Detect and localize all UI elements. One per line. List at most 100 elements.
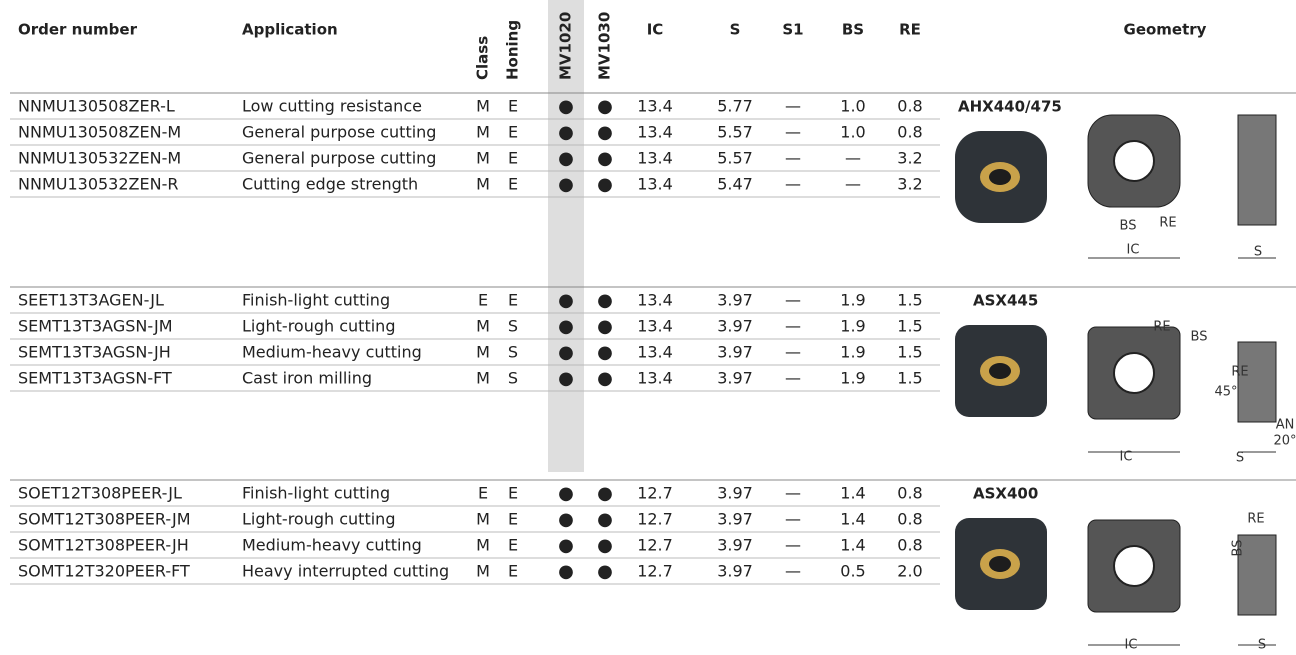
cell: 1.9 — [840, 317, 865, 336]
cell: 1.5 — [897, 291, 922, 310]
cell: 3.97 — [717, 562, 753, 581]
cell: — — [785, 317, 801, 336]
cell: ● — [558, 535, 574, 556]
cell: — — [845, 175, 861, 194]
cell: 3.97 — [717, 291, 753, 310]
cell: ● — [597, 148, 613, 169]
cell: 13.4 — [637, 317, 673, 336]
cell: NNMU130508ZEN-M — [18, 123, 181, 142]
cell: M — [476, 562, 490, 581]
geometry-label: 20° — [1273, 434, 1296, 449]
side-view — [1237, 341, 1277, 423]
cell: 13.4 — [637, 175, 673, 194]
cell: ● — [558, 96, 574, 117]
cell: 0.8 — [897, 484, 922, 503]
cell: 1.0 — [840, 97, 865, 116]
cell: ● — [597, 483, 613, 504]
cell: M — [476, 175, 490, 194]
cell: 3.97 — [717, 536, 753, 555]
cell: — — [845, 149, 861, 168]
cell: 13.4 — [637, 149, 673, 168]
column-header: S1 — [782, 21, 803, 39]
cell: E — [478, 484, 488, 503]
insert-hole-inner — [989, 169, 1011, 185]
cell: M — [476, 97, 490, 116]
cell: 1.5 — [897, 369, 922, 388]
cell: General purpose cutting — [242, 149, 436, 168]
cell: ● — [558, 316, 574, 337]
cell: 0.8 — [897, 97, 922, 116]
cell: M — [476, 123, 490, 142]
column-header: RE — [899, 21, 921, 39]
insert-photo — [955, 325, 1047, 417]
cell: ● — [597, 290, 613, 311]
insert-photo — [955, 518, 1047, 610]
cell: ● — [597, 96, 613, 117]
cell: SOMT12T308PEER-JH — [18, 536, 189, 555]
cell: 5.77 — [717, 97, 753, 116]
cell: NNMU130532ZEN-M — [18, 149, 181, 168]
geometry-label: BS — [1231, 540, 1246, 557]
top-view-hole — [1113, 352, 1155, 394]
cell: Cutting edge strength — [242, 175, 418, 194]
geometry-label: IC — [1127, 243, 1140, 258]
cell: ● — [597, 535, 613, 556]
cell: M — [476, 317, 490, 336]
cell: ● — [558, 290, 574, 311]
cell: 1.4 — [840, 484, 865, 503]
top-view-hole — [1113, 545, 1155, 587]
cell: — — [785, 510, 801, 529]
cell: ● — [558, 561, 574, 582]
cell: 3.97 — [717, 510, 753, 529]
geometry-name: ASX400 — [973, 485, 1038, 503]
cell: 12.7 — [637, 484, 673, 503]
cell: E — [478, 291, 488, 310]
cell: Light-rough cutting — [242, 317, 395, 336]
cell: — — [785, 291, 801, 310]
cell: M — [476, 369, 490, 388]
cell: 0.8 — [897, 536, 922, 555]
cell: E — [508, 484, 518, 503]
cell: ● — [597, 122, 613, 143]
geometry-label: S — [1236, 451, 1244, 466]
column-header: MV1030 — [596, 12, 614, 80]
cell: NNMU130532ZEN-R — [18, 175, 178, 194]
cell: 1.5 — [897, 317, 922, 336]
cell: 1.9 — [840, 369, 865, 388]
cell: SEET13T3AGEN-JL — [18, 291, 164, 310]
cell: E — [508, 562, 518, 581]
geometry-label: IC — [1120, 450, 1133, 465]
cell: Medium-heavy cutting — [242, 536, 422, 555]
geometry-label: AN — [1276, 418, 1295, 433]
cell: ● — [558, 342, 574, 363]
geometry-label: BS — [1120, 219, 1137, 234]
cell: S — [508, 369, 518, 388]
cell: 3.2 — [897, 175, 922, 194]
cell: E — [508, 175, 518, 194]
cell: ● — [558, 122, 574, 143]
geometry-label: S — [1254, 245, 1262, 260]
cell: 1.9 — [840, 291, 865, 310]
cell: 2.0 — [897, 562, 922, 581]
insert-hole-inner — [989, 556, 1011, 572]
cell: SEMT13T3AGSN-JM — [18, 317, 173, 336]
column-header: Honing — [504, 20, 522, 80]
cell: — — [785, 369, 801, 388]
cell: — — [785, 484, 801, 503]
cell: ● — [558, 483, 574, 504]
cell: 13.4 — [637, 97, 673, 116]
cell: M — [476, 149, 490, 168]
cell: E — [508, 149, 518, 168]
cell: 3.97 — [717, 369, 753, 388]
cell: 13.4 — [637, 291, 673, 310]
cell: 3.97 — [717, 343, 753, 362]
insert-photo — [955, 131, 1047, 223]
cell: E — [508, 510, 518, 529]
cell: SOMT12T308PEER-JM — [18, 510, 191, 529]
cell: ● — [558, 148, 574, 169]
highlight-column — [548, 0, 584, 472]
column-header: MV1020 — [557, 12, 575, 80]
cell: ● — [597, 509, 613, 530]
cell: ● — [597, 316, 613, 337]
